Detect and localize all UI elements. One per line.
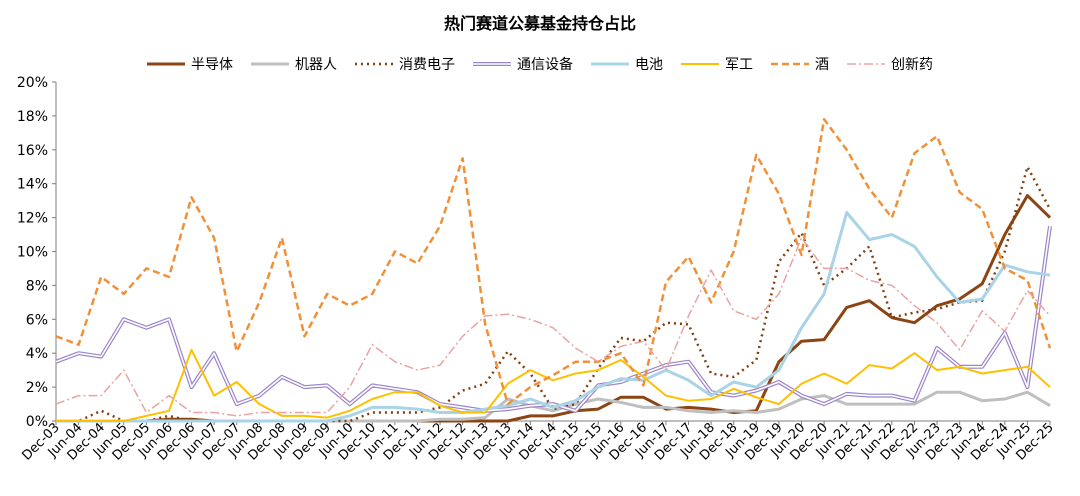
legend-label: 军工	[725, 57, 753, 73]
series-line-6	[56, 348, 1051, 422]
y-tick-label: 20%	[17, 75, 48, 91]
legend-label: 机器人	[295, 57, 337, 73]
legend-label: 通信设备	[517, 56, 573, 73]
series-line-8	[55, 237, 1051, 417]
legend-label: 半导体	[191, 57, 233, 73]
legend-item: 军工	[681, 57, 753, 73]
y-tick-label: 10%	[17, 245, 48, 261]
legend-item: 电池	[591, 57, 663, 73]
y-tick-label: 4%	[26, 346, 48, 362]
y-tick-label: 8%	[26, 278, 48, 294]
series-lines	[55, 118, 1052, 423]
series-line-1	[56, 194, 1052, 423]
legend-item: 半导体	[147, 57, 233, 73]
legend-item: 酒	[771, 57, 829, 73]
legend-item: 消费电子	[355, 57, 455, 73]
y-tick-label: 16%	[17, 143, 48, 159]
y-tick-label: 12%	[17, 211, 48, 227]
legend-label: 创新药	[891, 57, 933, 73]
legend-label: 电池	[635, 57, 663, 73]
chart-title: 热门赛道公募基金持仓占比	[443, 14, 636, 33]
y-tick-label: 14%	[17, 177, 48, 193]
y-tick-label: 0%	[26, 414, 48, 430]
legend-label: 酒	[815, 57, 829, 73]
y-tick-label: 6%	[26, 312, 48, 328]
y-tick-label: 2%	[26, 380, 48, 396]
legend: 半导体 机器人 消费电子 通信设备 电池 军工 酒 创新药	[147, 56, 933, 73]
y-tick-label: 18%	[17, 109, 48, 125]
legend-item: 创新药	[847, 57, 933, 73]
series-line-5	[56, 211, 1051, 423]
legend-item: 机器人	[251, 57, 337, 73]
series-line-4-inner	[55, 225, 1051, 412]
legend-label: 消费电子	[399, 57, 455, 73]
legend-item: 通信设备	[473, 56, 573, 73]
